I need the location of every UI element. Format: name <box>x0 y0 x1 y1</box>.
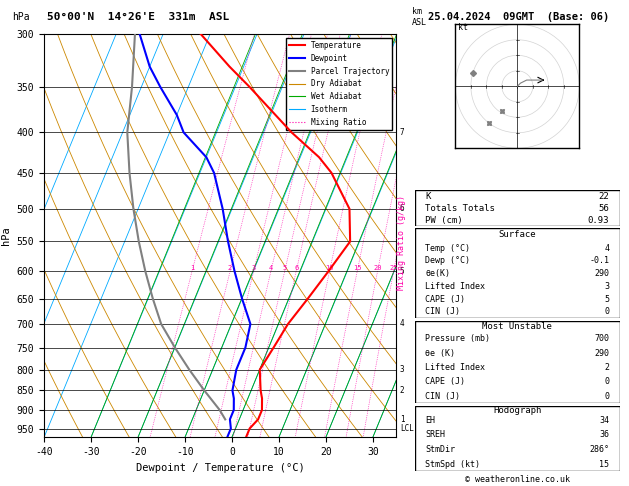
Text: 15: 15 <box>353 265 362 271</box>
Text: PW (cm): PW (cm) <box>425 216 463 226</box>
Text: -0.1: -0.1 <box>589 257 610 265</box>
Text: 15: 15 <box>599 460 610 469</box>
Text: © weatheronline.co.uk: © weatheronline.co.uk <box>465 474 569 484</box>
Text: 5: 5 <box>400 267 404 276</box>
Text: LCL: LCL <box>400 424 414 433</box>
Text: 5: 5 <box>282 265 287 271</box>
Text: 0: 0 <box>604 392 610 401</box>
Text: hPa: hPa <box>13 12 30 22</box>
Text: 20: 20 <box>373 265 382 271</box>
Text: K: K <box>425 191 431 201</box>
Text: Lifted Index: Lifted Index <box>425 363 486 372</box>
Text: 4: 4 <box>604 243 610 253</box>
Text: Surface: Surface <box>499 230 536 239</box>
Text: CAPE (J): CAPE (J) <box>425 378 465 386</box>
Text: 25: 25 <box>389 265 398 271</box>
Text: 56: 56 <box>599 204 610 213</box>
Text: 25.04.2024  09GMT  (Base: 06): 25.04.2024 09GMT (Base: 06) <box>428 12 610 22</box>
Text: SREH: SREH <box>425 431 445 439</box>
Text: StmSpd (kt): StmSpd (kt) <box>425 460 481 469</box>
Text: 2: 2 <box>604 363 610 372</box>
Text: 50°00'N  14°26'E  331m  ASL: 50°00'N 14°26'E 331m ASL <box>47 12 230 22</box>
Text: θe(K): θe(K) <box>425 269 450 278</box>
Text: Lifted Index: Lifted Index <box>425 282 486 291</box>
Text: EH: EH <box>425 416 435 425</box>
Text: Temp (°C): Temp (°C) <box>425 243 470 253</box>
Text: StmDir: StmDir <box>425 445 455 454</box>
Text: 22: 22 <box>599 191 610 201</box>
Text: 700: 700 <box>594 334 610 344</box>
Text: 0: 0 <box>604 378 610 386</box>
Text: Hodograph: Hodograph <box>493 406 542 415</box>
Text: Most Unstable: Most Unstable <box>482 322 552 331</box>
Text: 286°: 286° <box>589 445 610 454</box>
Text: 290: 290 <box>594 349 610 358</box>
Text: 36: 36 <box>599 431 610 439</box>
Y-axis label: hPa: hPa <box>1 226 11 245</box>
Text: Pressure (mb): Pressure (mb) <box>425 334 491 344</box>
Text: 3: 3 <box>604 282 610 291</box>
Text: Dewp (°C): Dewp (°C) <box>425 257 470 265</box>
Text: 1: 1 <box>190 265 194 271</box>
Text: CIN (J): CIN (J) <box>425 308 460 316</box>
Text: kt: kt <box>459 23 469 33</box>
Text: CIN (J): CIN (J) <box>425 392 460 401</box>
Text: 4: 4 <box>269 265 273 271</box>
Text: 2: 2 <box>400 386 404 395</box>
Text: Totals Totals: Totals Totals <box>425 204 495 213</box>
Text: Mixing Ratio (g/kg): Mixing Ratio (g/kg) <box>397 195 406 291</box>
Text: 1: 1 <box>400 415 404 424</box>
Text: 6: 6 <box>294 265 298 271</box>
Text: CAPE (J): CAPE (J) <box>425 295 465 304</box>
Text: 3: 3 <box>252 265 256 271</box>
X-axis label: Dewpoint / Temperature (°C): Dewpoint / Temperature (°C) <box>136 463 304 473</box>
Text: km
ASL: km ASL <box>412 7 427 27</box>
Text: 290: 290 <box>594 269 610 278</box>
Text: 7: 7 <box>400 128 404 137</box>
Text: 0.93: 0.93 <box>588 216 610 226</box>
Text: 0: 0 <box>604 308 610 316</box>
Text: 4: 4 <box>400 319 404 329</box>
Text: 6: 6 <box>400 204 404 213</box>
Text: 34: 34 <box>599 416 610 425</box>
Text: 5: 5 <box>604 295 610 304</box>
Text: 3: 3 <box>400 365 404 374</box>
Text: 2: 2 <box>228 265 232 271</box>
Text: θe (K): θe (K) <box>425 349 455 358</box>
Text: 10: 10 <box>325 265 334 271</box>
Legend: Temperature, Dewpoint, Parcel Trajectory, Dry Adiabat, Wet Adiabat, Isotherm, Mi: Temperature, Dewpoint, Parcel Trajectory… <box>286 38 392 130</box>
